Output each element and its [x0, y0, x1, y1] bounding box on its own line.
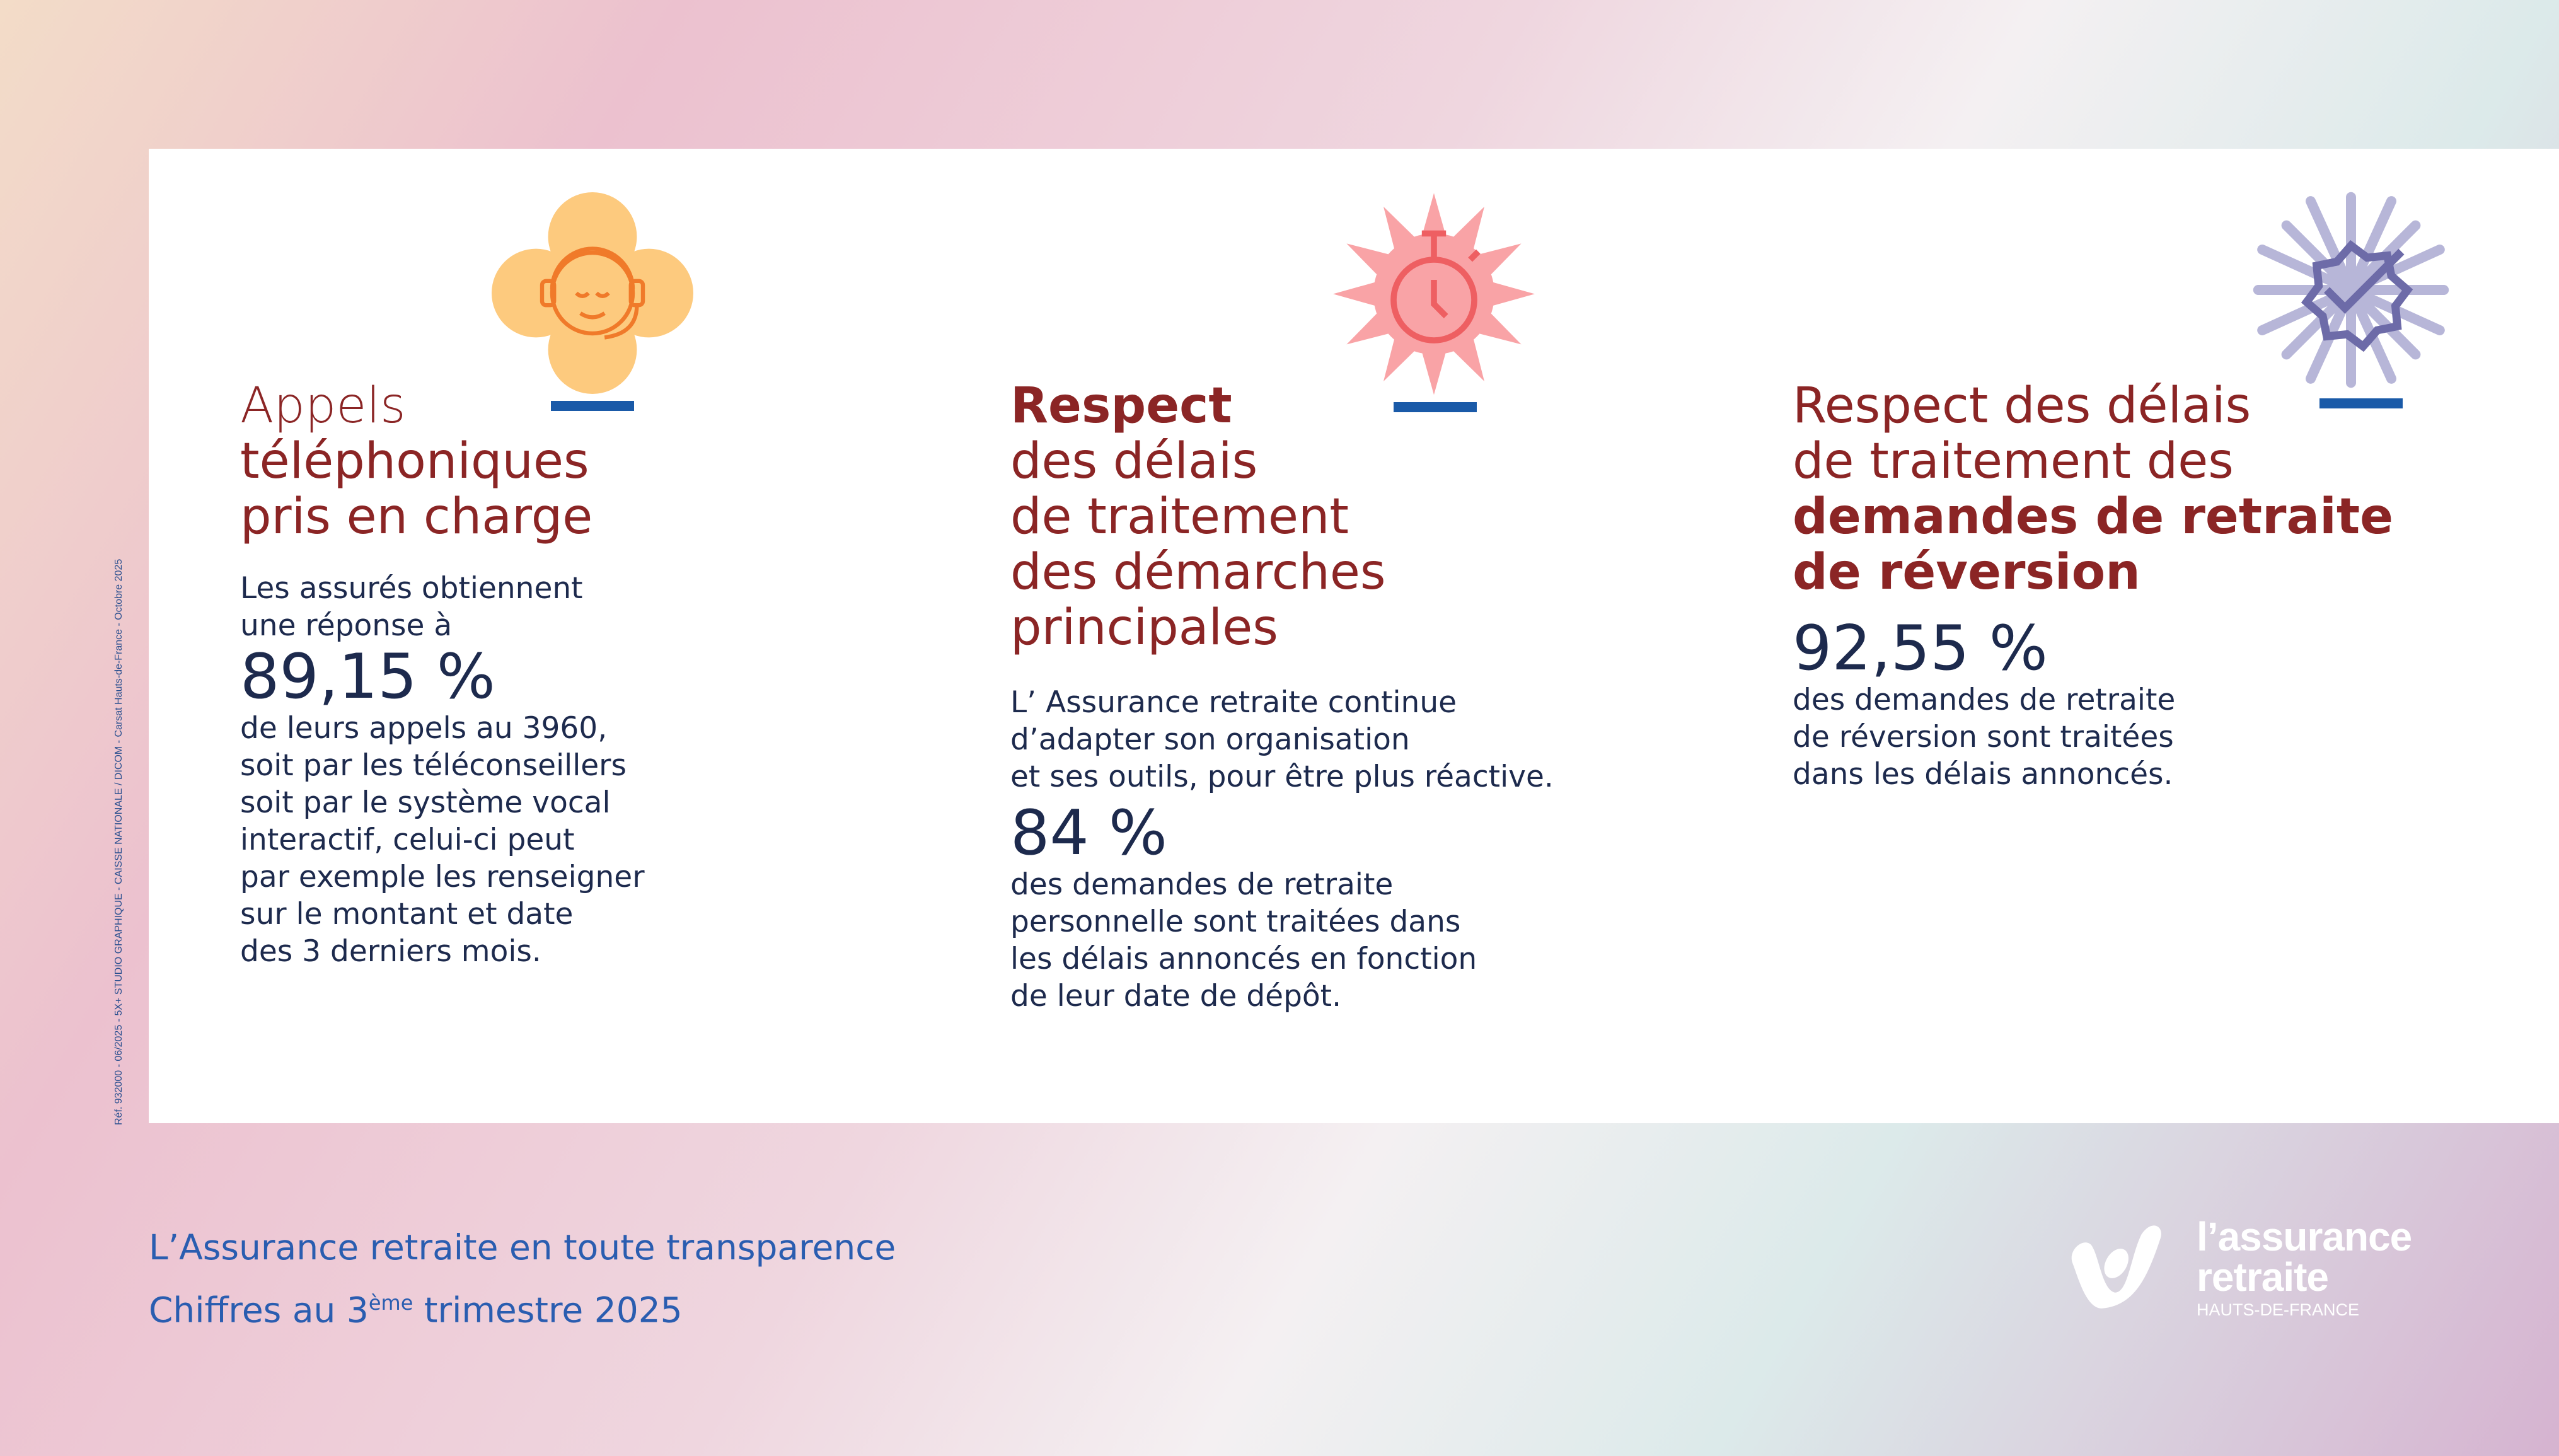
intro: L’ Assurance retraite continue d’adapter …	[1010, 685, 1554, 794]
title: téléphoniques	[240, 433, 589, 490]
accent-bar	[551, 401, 634, 411]
stat-reversion: Respect des délais de traitement des dema…	[1793, 378, 2394, 792]
accent-bar	[2319, 398, 2403, 408]
stat-processing-times: Respect des délais de traitement des démar…	[1010, 378, 1554, 1014]
title: Appels	[240, 378, 406, 434]
title: Respect	[1010, 378, 1232, 434]
footer-title: L’Assurance retraite en toute transparen…	[149, 1227, 896, 1268]
badge-check-icon	[2253, 192, 2449, 388]
logo-mark-icon	[2071, 1225, 2161, 1309]
stat-value: 92,55 %	[1793, 613, 2048, 685]
title: pris en charge	[240, 488, 593, 545]
stopwatch-icon	[1333, 193, 1535, 395]
stat-value: 89,15 %	[240, 641, 495, 713]
footer: L’Assurance retraite en toute transparen…	[149, 1220, 896, 1338]
headset-agent-icon	[492, 192, 693, 394]
detail: des demandes de retraite personnelle sont…	[1010, 867, 1477, 1014]
stat-value: 84 %	[1010, 797, 1167, 869]
detail: des demandes de retraite de réversion son…	[1793, 683, 2176, 792]
accent-bar	[1394, 402, 1477, 412]
stat-phone-calls: Appels téléphoniques pris en charge Les a…	[240, 378, 645, 970]
footer-subtitle: Chiffres au 3ème trimestre 2025	[149, 1290, 683, 1331]
detail: de leurs appels au 3960, soit par les tél…	[240, 711, 645, 969]
intro: Les assurés obtiennent une réponse à	[240, 571, 583, 643]
legal-reference: Réf. 932000 - 06/2025 - 5X+ STUDIO GRAPH…	[113, 558, 124, 1125]
